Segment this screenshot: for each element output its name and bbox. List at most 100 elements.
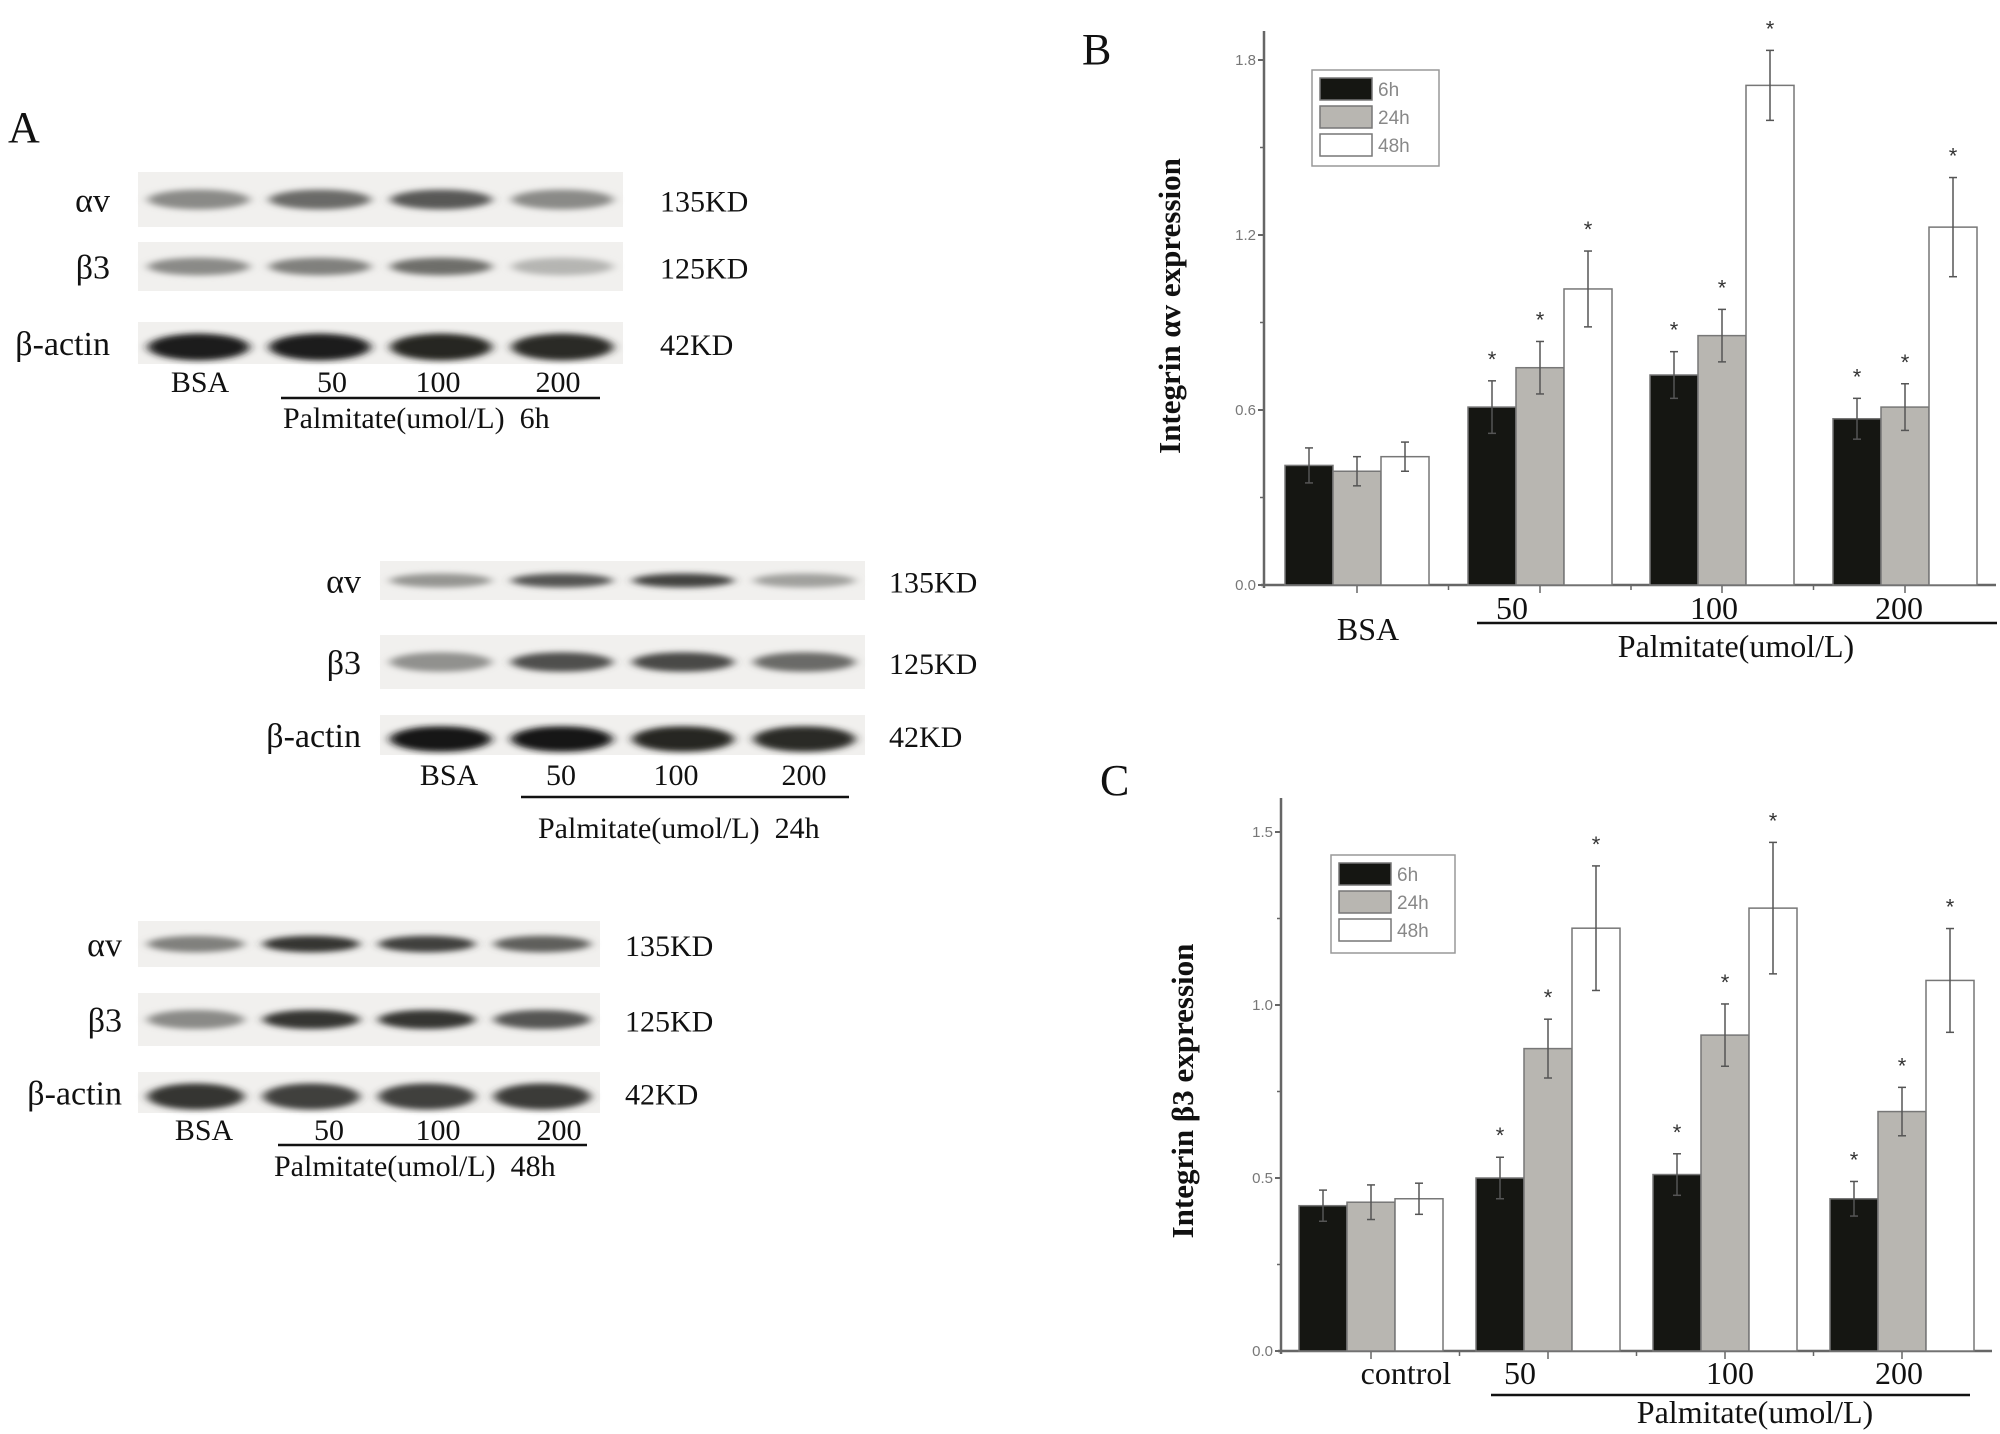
blot-caption: Palmitate(umol/L) 6h	[283, 402, 550, 435]
panel-label-c: C	[1100, 756, 1129, 805]
blot-band	[147, 257, 250, 276]
blot-lane-label: 100	[416, 366, 461, 399]
blot-band	[753, 652, 856, 672]
blot-band	[493, 1009, 591, 1030]
significance-mark: *	[1949, 144, 1958, 169]
y-tick-label: 0.0	[1252, 1343, 1273, 1360]
y-tick-label: 1.2	[1235, 227, 1256, 244]
blot-band	[390, 333, 493, 361]
blot-band	[378, 1009, 476, 1030]
blot-kd-label: 135KD	[889, 567, 977, 600]
x-axis-label: Palmitate(umol/L)	[1637, 1394, 1873, 1430]
significance-mark: *	[1718, 275, 1727, 300]
blot-kd-label: 125KD	[889, 648, 977, 681]
blot-kd-label: 135KD	[625, 930, 713, 963]
significance-mark: *	[1536, 307, 1545, 332]
category-label: 50	[1504, 1355, 1536, 1391]
blot-band	[389, 652, 492, 672]
significance-mark: *	[1673, 1120, 1682, 1145]
blot-band	[510, 726, 613, 752]
significance-mark: *	[1901, 350, 1910, 375]
blot-row-label: β-actin	[27, 1076, 122, 1113]
blot-lane-label: BSA	[171, 366, 230, 399]
y-tick-label: 1.8	[1235, 52, 1256, 69]
blot-band	[262, 935, 360, 953]
blot-kd-label: 42KD	[625, 1079, 698, 1112]
significance-mark: *	[1721, 970, 1730, 995]
blot-lane-label: 50	[546, 759, 576, 792]
bar-24h-200	[1880, 406, 1930, 586]
blot-2: αv 135KD β3 125KD β-actin 42KD BSA 50 100 200 Palm…	[266, 561, 977, 845]
blot-band	[268, 333, 371, 361]
bar-6h-200	[1832, 418, 1882, 586]
significance-mark: *	[1584, 217, 1593, 242]
bar-6h-100	[1652, 1173, 1702, 1352]
y-tick-label: 0.5	[1252, 1170, 1273, 1187]
blot-band	[390, 257, 493, 276]
blot-band	[753, 573, 856, 588]
bar-48h-50	[1563, 288, 1613, 586]
blot-row-label: β-actin	[266, 718, 361, 755]
category-label: 50	[1496, 590, 1528, 626]
blot-kd-label: 125KD	[625, 1006, 713, 1039]
bar-6h-50	[1475, 1177, 1525, 1352]
bar-6h-200	[1829, 1198, 1879, 1352]
blot-1: αv 135KD β3 125KD β-actin 42KD BSA 50 100 200Palm…	[15, 172, 748, 435]
blot-band	[632, 573, 735, 588]
blot-band	[262, 1083, 360, 1110]
bar-6h-control	[1298, 1204, 1348, 1352]
blot-band	[147, 1009, 245, 1030]
category-label: control	[1361, 1355, 1452, 1391]
western-blots: αv 135KD β3 125KD β-actin 42KD BSA 50 100 200 Palm…	[15, 172, 977, 1183]
y-tick-label: 1.0	[1252, 997, 1273, 1014]
bar-48h-200	[1925, 979, 1975, 1352]
legend-label: 48h	[1378, 136, 1410, 157]
y-tick-label: 1.5	[1252, 824, 1273, 841]
chart-integrin-av: 0.0 0.6 1.2 1.8 * * * * * * * * * 6h 24h 48h Integrin αv…	[1152, 16, 1997, 664]
significance-mark: *	[1496, 1123, 1505, 1148]
legend-swatch	[1338, 918, 1392, 942]
bar-48h-BSA	[1380, 455, 1430, 586]
blot-band	[511, 189, 614, 210]
bar-48h-100	[1745, 84, 1795, 586]
bar-48h-50	[1571, 927, 1621, 1352]
significance-mark: *	[1544, 985, 1553, 1010]
blot-row-label: β3	[88, 1003, 122, 1040]
category-label: BSA	[1337, 611, 1399, 647]
blot-row-label: β-actin	[15, 326, 110, 363]
blot-row-label: β3	[76, 250, 110, 287]
significance-mark: *	[1766, 16, 1775, 41]
significance-mark: *	[1853, 364, 1862, 389]
legend-swatch	[1319, 105, 1373, 129]
category-label: 200	[1875, 590, 1923, 626]
blot-band	[389, 726, 492, 752]
blot-caption: Palmitate(umol/L) 24h	[538, 812, 820, 845]
legend-swatch	[1319, 133, 1373, 157]
blot-band	[389, 573, 492, 588]
significance-mark: *	[1592, 832, 1601, 857]
bar-6h-100	[1649, 374, 1699, 586]
blot-lane-label: 50	[317, 366, 347, 399]
blot-band	[632, 726, 735, 752]
bar-48h-200	[1928, 226, 1978, 586]
blot-band	[511, 333, 614, 361]
blot-band	[262, 1009, 360, 1030]
blot-band	[511, 257, 614, 276]
significance-mark: *	[1670, 318, 1679, 343]
legend-label: 24h	[1397, 893, 1429, 914]
blot-band	[493, 1083, 591, 1110]
chart-integrin-b3: 0.0 0.5 1.0 1.5 * * * * * * * * * 6h 24h 48h Integrin β3…	[1165, 798, 1992, 1430]
blot-lane-label: 200	[782, 759, 827, 792]
blot-lane-label: BSA	[420, 759, 479, 792]
category-label: 100	[1690, 590, 1738, 626]
significance-mark: *	[1488, 347, 1497, 372]
blot-band	[268, 257, 371, 276]
significance-mark: *	[1769, 808, 1778, 833]
blot-band	[147, 1083, 245, 1110]
blot-band	[753, 726, 856, 752]
bar-24h-BSA	[1332, 470, 1382, 586]
blot-row-label: αv	[326, 564, 361, 601]
blot-band	[493, 935, 591, 953]
legend-label: 48h	[1397, 921, 1429, 942]
